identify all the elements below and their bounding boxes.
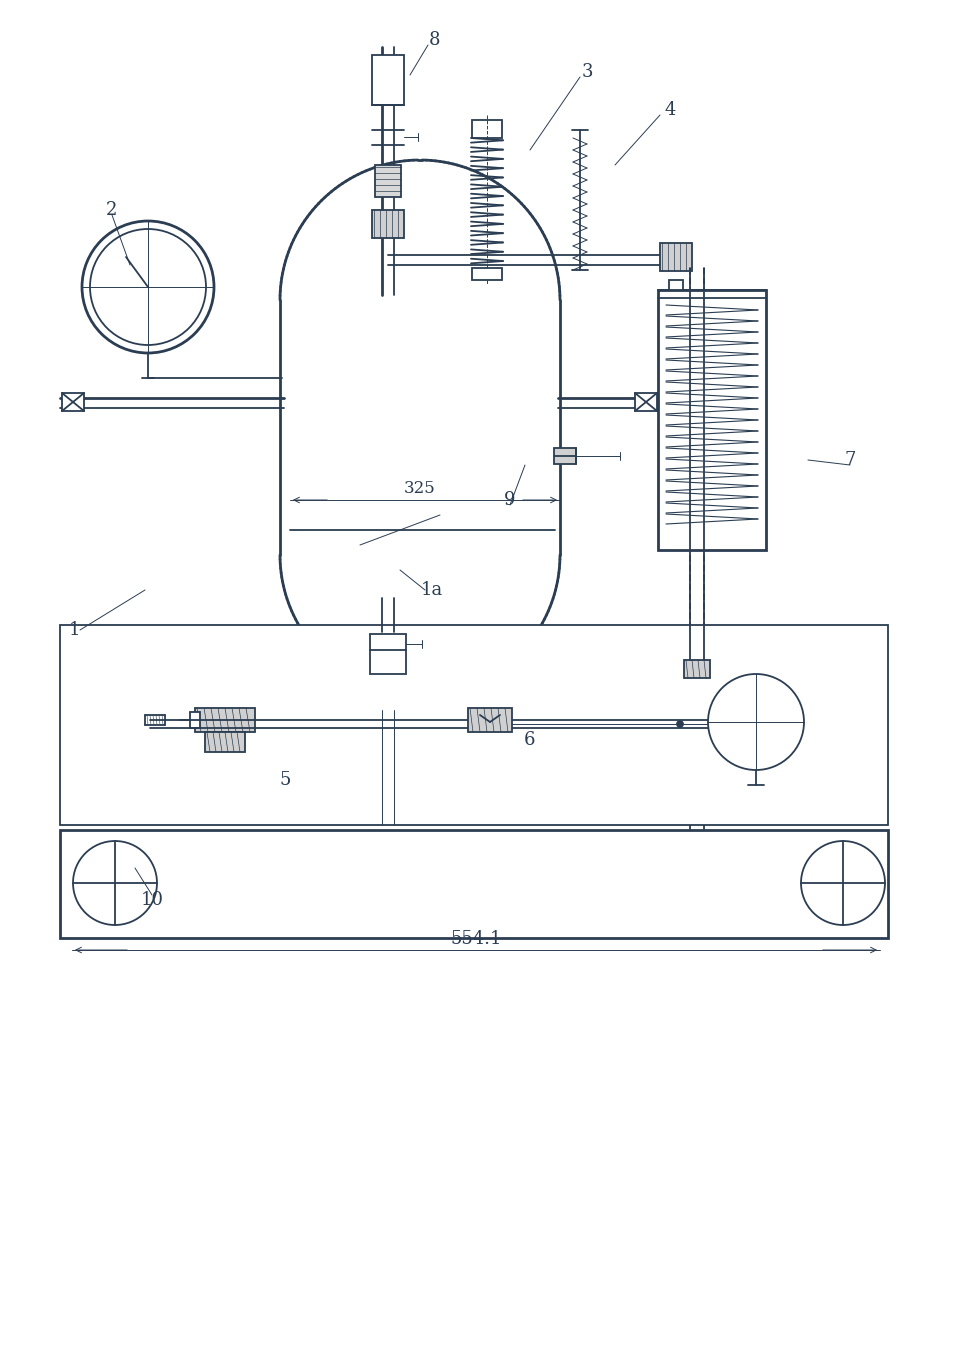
Bar <box>195 708 255 732</box>
Circle shape <box>677 721 683 727</box>
Text: 2: 2 <box>106 201 118 218</box>
Bar <box>660 243 692 271</box>
Circle shape <box>73 841 157 925</box>
Bar <box>60 830 888 938</box>
Text: 6: 6 <box>524 731 536 749</box>
Text: 325: 325 <box>404 480 436 497</box>
Bar <box>60 625 888 825</box>
Text: 9: 9 <box>504 491 515 510</box>
Bar <box>658 290 766 550</box>
Text: 4: 4 <box>664 101 675 119</box>
Circle shape <box>90 229 206 345</box>
Bar <box>635 394 657 411</box>
Text: 8: 8 <box>429 31 441 49</box>
Text: 554.1: 554.1 <box>450 930 502 948</box>
Text: 1: 1 <box>69 621 80 639</box>
Bar <box>205 732 245 752</box>
Bar <box>372 55 404 105</box>
Circle shape <box>801 841 885 925</box>
Circle shape <box>82 221 214 353</box>
Bar <box>370 634 406 674</box>
Bar <box>669 280 683 290</box>
Bar <box>190 712 200 728</box>
Bar <box>472 268 502 280</box>
Bar <box>684 661 710 678</box>
Bar <box>62 394 84 411</box>
Bar <box>472 120 502 137</box>
Bar <box>554 448 576 464</box>
Bar <box>372 210 404 239</box>
Text: 10: 10 <box>141 891 164 909</box>
Text: 7: 7 <box>844 452 855 469</box>
Text: 1a: 1a <box>421 581 444 599</box>
Circle shape <box>708 674 804 770</box>
Bar <box>375 164 401 197</box>
Text: 3: 3 <box>582 63 593 81</box>
Text: 5: 5 <box>280 771 290 789</box>
Bar <box>468 708 512 732</box>
